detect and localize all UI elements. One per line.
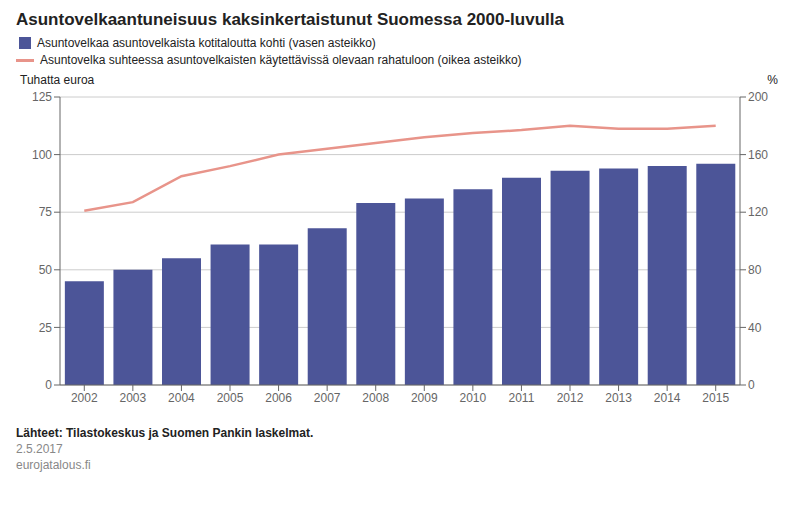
svg-text:2008: 2008	[362, 391, 389, 405]
html-text:eurojatalous.fi: eurojatalous.fi	[16, 458, 91, 472]
svg-text:2003: 2003	[120, 391, 147, 405]
svg-text:120: 120	[748, 205, 768, 219]
svg-text:160: 160	[748, 148, 768, 162]
svg-text:2007: 2007	[314, 391, 341, 405]
html-text:Lähteet: Tilastokeskus ja Suom: Lähteet: Tilastokeskus ja Suomen Pankin …	[16, 426, 314, 440]
html-text:Asuntovelkaa asuntovelkaista k: Asuntovelkaa asuntovelkaista kotitaloutt…	[37, 36, 376, 50]
svg-text:2004: 2004	[168, 391, 195, 405]
svg-text:2012: 2012	[557, 391, 584, 405]
svg-text:2010: 2010	[460, 391, 487, 405]
svg-text:2006: 2006	[265, 391, 292, 405]
svg-text:200: 200	[748, 90, 768, 104]
svg-text:2005: 2005	[217, 391, 244, 405]
svg-text:100: 100	[32, 148, 52, 162]
svg-text:2015: 2015	[702, 391, 729, 405]
svg-text:2011: 2011	[509, 391, 535, 405]
html-text:Tuhatta euroa: Tuhatta euroa	[20, 73, 95, 87]
svg-text:0: 0	[45, 378, 52, 392]
svg-text:2014: 2014	[654, 391, 681, 405]
svg-text:2013: 2013	[605, 391, 632, 405]
svg-text:2009: 2009	[411, 391, 438, 405]
svg-text:25: 25	[39, 321, 53, 335]
svg-text:0: 0	[748, 378, 755, 392]
svg-text:40: 40	[748, 321, 762, 335]
svg-text:2002: 2002	[71, 391, 98, 405]
svg-text:50: 50	[39, 263, 53, 277]
svg-text:75: 75	[39, 205, 53, 219]
html-text:2.5.2017: 2.5.2017	[16, 442, 63, 456]
svg-text:125: 125	[32, 90, 52, 104]
svg-text:80: 80	[748, 263, 762, 277]
html-text:Asuntovelka suhteessa asuntove: Asuntovelka suhteessa asuntovelkaisten k…	[40, 53, 522, 67]
html-text:Asuntovelkaantuneisuus kaksink: Asuntovelkaantuneisuus kaksinkertaistunu…	[16, 10, 564, 29]
